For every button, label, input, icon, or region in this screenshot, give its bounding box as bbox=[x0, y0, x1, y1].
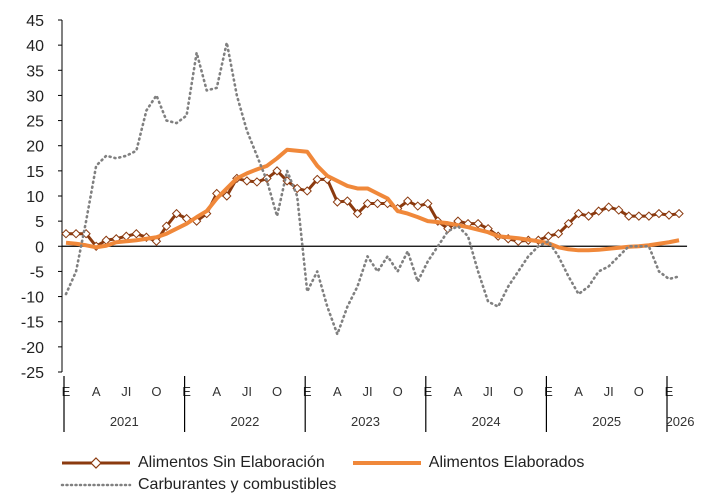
y-tick-label: 15 bbox=[26, 164, 44, 181]
legend-label-alimentos-elaborados: Alimentos Elaborados bbox=[428, 454, 585, 471]
year-label: 2024 bbox=[472, 414, 501, 429]
data-point-alimentos-sin-elaboracion bbox=[222, 191, 232, 201]
data-point-alimentos-sin-elaboracion bbox=[644, 211, 654, 221]
x-tick-label: O bbox=[513, 384, 523, 399]
data-point-alimentos-sin-elaboracion bbox=[624, 211, 634, 221]
data-point-alimentos-sin-elaboracion bbox=[583, 211, 594, 221]
x-tick-label: E bbox=[62, 384, 71, 399]
x-tick-label: A bbox=[574, 384, 583, 399]
data-point-alimentos-sin-elaboracion bbox=[332, 197, 343, 207]
data-point-alimentos-sin-elaboracion bbox=[593, 206, 604, 216]
legend-swatch-alimentos-elaborados bbox=[352, 461, 421, 465]
legend-label-carburantes: Carburantes y combustibles bbox=[138, 476, 337, 493]
x-tick-label: E bbox=[303, 384, 312, 399]
y-tick-label: 10 bbox=[26, 189, 44, 206]
x-tick-label: A bbox=[92, 384, 101, 399]
legend-item-alimentos-sin-elaboracion: Alimentos Sin Elaboración bbox=[60, 454, 325, 472]
x-tick-label: JI bbox=[121, 384, 131, 399]
legend-item-alimentos-elaborados: Alimentos Elaborados bbox=[351, 454, 585, 472]
data-point-alimentos-sin-elaboracion bbox=[252, 177, 262, 187]
y-tick-label: 40 bbox=[26, 38, 44, 55]
x-tick-label: JI bbox=[604, 384, 614, 399]
x-tick-label: O bbox=[272, 384, 282, 399]
y-tick-label: 25 bbox=[26, 114, 44, 131]
legend: Alimentos Sin Elaboración Alimentos Elab… bbox=[60, 452, 700, 496]
year-label: 2023 bbox=[351, 414, 380, 429]
x-tick-label: O bbox=[393, 384, 403, 399]
year-label: 2022 bbox=[230, 414, 259, 429]
data-point-alimentos-sin-elaboracion bbox=[614, 205, 624, 215]
data-point-alimentos-sin-elaboracion bbox=[423, 198, 433, 209]
x-tick-label: E bbox=[544, 384, 553, 399]
x-tick-label: O bbox=[151, 384, 161, 399]
series-layer bbox=[61, 41, 684, 336]
y-tick-label: -20 bbox=[21, 340, 44, 357]
y-tick-label: 5 bbox=[35, 214, 44, 231]
legend-label-alimentos-sin-elaboracion: Alimentos Sin Elaboración bbox=[138, 454, 325, 471]
y-tick-label: -15 bbox=[21, 315, 44, 332]
y-tick-label: 20 bbox=[26, 139, 44, 156]
x-tick-label: A bbox=[212, 384, 221, 399]
y-tick-label: -10 bbox=[21, 290, 44, 307]
x-tick-label: E bbox=[182, 384, 191, 399]
data-point-alimentos-sin-elaboracion bbox=[654, 208, 664, 219]
data-point-alimentos-sin-elaboracion bbox=[61, 229, 71, 239]
y-tick-label: 30 bbox=[26, 88, 44, 105]
y-tick-label: -5 bbox=[30, 264, 44, 281]
x-tick-label: O bbox=[634, 384, 644, 399]
data-point-alimentos-sin-elaboracion bbox=[312, 174, 322, 185]
series-line-alimentos-elaborados bbox=[65, 147, 680, 253]
data-point-alimentos-sin-elaboracion bbox=[242, 176, 252, 186]
legend-swatch-alimentos-sin-elaboracion bbox=[62, 457, 130, 469]
data-point-alimentos-sin-elaboracion bbox=[402, 196, 413, 206]
data-point-alimentos-sin-elaboracion bbox=[272, 166, 282, 176]
x-axis: E A JI O E A JI O E A JI O E A JI O E A JI O E 2021 2022 2023 20… bbox=[62, 376, 695, 432]
legend-item-carburantes: Carburantes y combustibles bbox=[60, 476, 336, 494]
x-tick-label: JI bbox=[483, 384, 493, 399]
data-point-alimentos-sin-elaboracion bbox=[543, 231, 554, 241]
x-tick-label: A bbox=[333, 384, 342, 399]
data-point-alimentos-sin-elaboracion bbox=[634, 211, 644, 221]
series-line-carburantes-y-combustibles bbox=[64, 41, 681, 336]
data-point-alimentos-sin-elaboracion bbox=[342, 196, 353, 206]
data-point-alimentos-sin-elaboracion bbox=[171, 208, 182, 219]
data-point-alimentos-sin-elaboracion bbox=[563, 218, 574, 229]
year-label: 2025 bbox=[592, 414, 621, 429]
data-point-alimentos-sin-elaboracion bbox=[71, 229, 81, 239]
data-point-alimentos-sin-elaboracion bbox=[372, 198, 383, 209]
x-tick-label: JI bbox=[242, 384, 252, 399]
year-label: 2021 bbox=[110, 414, 139, 429]
data-point-alimentos-sin-elaboracion bbox=[413, 201, 423, 211]
y-tick-label: 0 bbox=[35, 239, 44, 256]
data-point-alimentos-sin-elaboracion bbox=[674, 208, 684, 219]
y-tick-label: 45 bbox=[26, 13, 44, 30]
x-tick-label: A bbox=[454, 384, 463, 399]
data-point-alimentos-sin-elaboracion bbox=[553, 229, 564, 239]
data-point-alimentos-sin-elaboracion bbox=[161, 221, 172, 231]
x-tick-label: JI bbox=[362, 384, 372, 399]
data-point-alimentos-sin-elaboracion bbox=[131, 229, 142, 239]
year-label: 2026 bbox=[666, 414, 695, 429]
data-point-alimentos-sin-elaboracion bbox=[362, 198, 373, 209]
data-point-alimentos-sin-elaboracion bbox=[664, 210, 674, 220]
data-point-alimentos-sin-elaboracion bbox=[573, 208, 584, 219]
legend-swatch-carburantes bbox=[60, 483, 132, 487]
x-tick-label: E bbox=[665, 384, 674, 399]
y-tick-label: 35 bbox=[26, 63, 44, 80]
x-tick-label: E bbox=[423, 384, 432, 399]
data-point-alimentos-sin-elaboracion bbox=[603, 202, 614, 212]
y-tick-label: -25 bbox=[21, 365, 44, 382]
y-axis: -25 -20 -15 -10 -5 0 5 10 15 20 25 30 35 40 45 bbox=[21, 13, 688, 382]
data-point-alimentos-sin-elaboracion bbox=[302, 186, 312, 196]
data-point-alimentos-sin-elaboracion bbox=[352, 208, 363, 219]
